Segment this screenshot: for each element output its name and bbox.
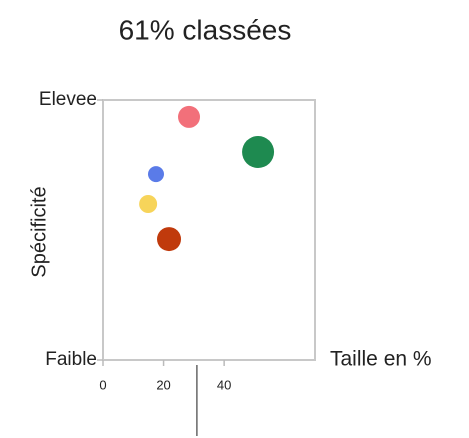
x-tick-label: 20 (156, 377, 170, 392)
y-axis-label: Spécificité (28, 186, 50, 277)
x-tick-label: 0 (99, 377, 106, 392)
plot-frame (102, 99, 316, 361)
x-tick-label: 40 (217, 377, 231, 392)
bubble (157, 227, 182, 252)
bubble (242, 136, 275, 168)
x-axis-label: Taille en % (330, 348, 432, 371)
y-tick-label: Elevee (39, 89, 97, 110)
bubble (178, 105, 201, 128)
chart-title: 61% classées (119, 14, 292, 45)
bubble (139, 195, 158, 213)
y-tick-label: Faible (45, 349, 97, 370)
bubble (148, 166, 164, 183)
